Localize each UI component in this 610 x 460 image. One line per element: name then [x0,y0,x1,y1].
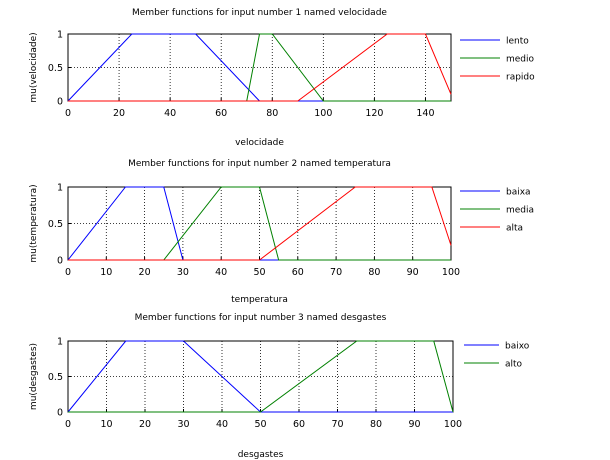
legend-label-medio: medio [506,55,535,65]
legend-label-media: media [506,206,534,216]
x-tick-label: 70 [331,419,343,430]
x-tick-label: 80 [266,108,278,119]
x-axis-label: velocidade [235,138,284,148]
x-tick-label: 0 [65,267,71,278]
x-tick-label: 60 [293,419,305,430]
legend-label-lento: lento [506,37,529,47]
chart-panel-1: Member functions for input number 1 name… [29,8,535,148]
legend-label-baixo: baixo [505,342,530,352]
legend-label-baixa: baixa [506,188,531,198]
legend-label-alta: alta [506,224,523,234]
series-line-alta [68,186,452,261]
x-tick-label: 20 [139,267,151,278]
x-tick-label: 120 [365,108,383,119]
y-tick-label: 0 [57,408,63,419]
x-tick-label: 140 [416,108,434,119]
series-line-alto [68,340,454,413]
y-tick-label: 0.5 [48,372,63,383]
x-tick-label: 10 [100,419,112,430]
x-tick-label: 80 [370,419,382,430]
x-tick-label: 0 [65,419,71,430]
y-tick-label: 1 [57,183,63,194]
y-tick-label: 0.5 [48,63,63,74]
x-tick-label: 100 [444,419,462,430]
chart-title: Member functions for input number 3 name… [135,313,387,323]
chart-title: Member functions for input number 2 name… [128,159,391,169]
x-axis-label: temperatura [231,295,288,305]
x-tick-label: 50 [254,419,266,430]
x-tick-label: 90 [408,419,420,430]
x-tick-label: 100 [442,267,460,278]
legend-label-alto: alto [505,360,523,370]
y-tick-label: 1 [57,30,63,41]
x-tick-label: 10 [100,267,112,278]
y-tick-label: 0 [57,97,63,108]
y-axis-label: mu(desgastes) [29,343,39,410]
x-tick-label: 30 [177,267,189,278]
x-tick-label: 90 [407,267,419,278]
y-tick-label: 1 [57,337,63,348]
x-tick-label: 0 [65,108,71,119]
legend-label-rapido: rapido [506,73,535,83]
x-tick-label: 40 [164,108,176,119]
x-tick-label: 20 [139,419,151,430]
series-line-baixa [67,186,451,261]
x-tick-label: 50 [253,267,265,278]
x-tick-label: 80 [368,267,380,278]
x-tick-label: 40 [216,419,228,430]
series-line-baixo [67,340,453,413]
chart-title: Member functions for input number 1 name… [132,8,387,18]
y-tick-label: 0.5 [48,219,63,230]
x-tick-label: 20 [113,108,125,119]
x-tick-label: 30 [177,419,189,430]
x-tick-label: 100 [314,108,332,119]
series-line-rapido [68,33,452,102]
chart-panel-3: Member functions for input number 3 name… [29,313,530,460]
y-tick-label: 0 [57,256,63,267]
x-tick-label: 40 [215,267,227,278]
x-tick-label: 70 [330,267,342,278]
y-axis-label: mu(temperatura) [29,184,39,262]
x-tick-label: 60 [215,108,227,119]
y-axis-label: mu(velocidade) [29,32,39,102]
x-tick-label: 60 [292,267,304,278]
x-axis-label: desgastes [238,450,284,460]
chart-panel-2: Member functions for input number 2 name… [29,159,534,305]
